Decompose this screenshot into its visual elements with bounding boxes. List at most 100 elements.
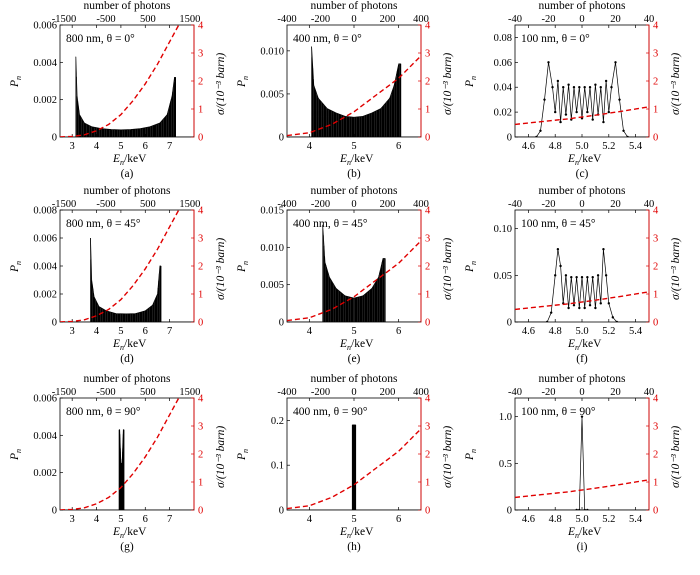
- panel-label: (e): [348, 353, 361, 365]
- y-label-symbol: P: [9, 453, 21, 461]
- probability-spikes: [90, 238, 162, 322]
- panel-label: (f): [576, 353, 588, 365]
- x-tick-label: 5: [118, 326, 123, 337]
- probability-point: [614, 61, 617, 64]
- top-tick-label: 0: [351, 199, 356, 210]
- probability-envelope: [119, 429, 125, 464]
- y-tick-label: 0: [507, 318, 512, 329]
- y-tick-label: 0.002: [33, 468, 57, 479]
- probability-point: [575, 276, 578, 279]
- right-tick-label: 4: [198, 21, 204, 32]
- y-tick-label: 0.004: [33, 58, 57, 69]
- top-tick-label: 400: [413, 199, 429, 210]
- panel-label: (g): [120, 541, 134, 553]
- probability-point: [580, 276, 584, 279]
- top-tick-label: -200: [311, 199, 330, 210]
- top-axis-label: number of photons: [311, 185, 398, 197]
- x-tick-label: 5: [351, 326, 356, 337]
- top-axis-label: number of photons: [539, 373, 626, 385]
- x-tick-label: 6: [396, 141, 401, 152]
- top-tick-label: 1500: [179, 199, 200, 210]
- y-tick-label: 0.008: [33, 206, 57, 217]
- probability-point: [575, 508, 578, 510]
- x-label-symbol: E: [112, 153, 120, 165]
- y-axis-label: Pn: [9, 76, 23, 88]
- y-axis-label: Pn: [464, 449, 478, 461]
- x-label-subscript: n: [575, 158, 579, 167]
- probability-point: [594, 306, 597, 310]
- x-tick-label: 5.2: [602, 141, 615, 152]
- y-axis-label: Pn: [236, 76, 250, 88]
- right-axis-label: σ/(10⁻³ barn): [442, 53, 454, 115]
- y-label-subscript: n: [469, 449, 478, 453]
- y-tick-label: 0: [52, 506, 57, 517]
- panel-annotation: 800 nm, θ = 90°: [66, 406, 141, 418]
- x-tick-label: 5.2: [602, 514, 615, 525]
- top-axis-label: number of photons: [539, 185, 626, 197]
- y-label-symbol: P: [236, 80, 248, 88]
- y-label-subscript: n: [14, 261, 23, 265]
- probability-point: [591, 118, 594, 121]
- right-tick-label: 1: [198, 478, 203, 489]
- probability-point: [562, 86, 565, 89]
- x-tick-label: 5.2: [602, 326, 615, 337]
- probability-point: [564, 113, 568, 116]
- x-label-unit: /keV: [124, 338, 147, 350]
- right-tick-label: 0: [198, 318, 203, 329]
- x-axis-label: En/keV: [339, 526, 374, 540]
- top-tick-label: -40: [508, 14, 522, 25]
- x-tick-label: 5.0: [575, 326, 588, 337]
- y-tick-label: 0.010: [260, 243, 284, 254]
- right-tick-label: 3: [653, 234, 658, 245]
- probability-point: [578, 306, 581, 310]
- top-tick-label: -20: [542, 387, 556, 398]
- x-tick-label: 7: [167, 141, 172, 152]
- sigma-dashed-curve: [515, 106, 649, 126]
- probability-point: [580, 415, 584, 418]
- top-tick-label: 40: [644, 199, 655, 210]
- probability-point: [564, 274, 568, 277]
- probability-point: [610, 86, 613, 89]
- y-tick-label: 0.006: [33, 21, 57, 32]
- probability-point: [539, 129, 542, 132]
- x-label-symbol: E: [112, 338, 120, 350]
- panel-annotation: 100 nm, θ = 0°: [521, 33, 590, 45]
- right-tick-label: 3: [198, 422, 203, 433]
- x-label-subscript: n: [347, 158, 351, 167]
- panel-b: 4 5 6 0 0.005 0.010 0 1 2 3 4 -400 -200 0 200 400 number…: [236, 0, 454, 180]
- x-label-unit: /keV: [579, 153, 602, 165]
- probability-point: [615, 320, 619, 322]
- right-tick-label: 0: [425, 133, 430, 144]
- x-tick-label: 4.8: [549, 514, 562, 525]
- y-label-symbol: P: [236, 453, 248, 461]
- y-tick-label: 0.10: [494, 224, 512, 235]
- panel-a: 3 4 5 6 7 0 0.002 0.004 0.006 0 1 2 3 4 -1500 -500 500 15…: [9, 0, 227, 180]
- right-tick-label: 4: [198, 206, 204, 217]
- probability-point: [556, 248, 560, 251]
- probability-point: [567, 306, 570, 310]
- x-tick-label: 5: [118, 514, 123, 525]
- plot-area: [60, 25, 194, 137]
- x-label-subscript: n: [575, 343, 579, 352]
- top-axis-label: number of photons: [84, 373, 171, 385]
- y-tick-label: 0.06: [494, 58, 512, 69]
- probability-point: [583, 306, 586, 310]
- y-tick-label: 0: [507, 133, 512, 144]
- right-tick-label: 2: [653, 77, 658, 88]
- y-label-subscript: n: [469, 261, 478, 265]
- probability-spikes: [75, 56, 176, 137]
- panel-annotation: 400 nm, θ = 90°: [293, 406, 368, 418]
- panel-d: 3 4 5 6 7 0 0.002 0.004 0.006 0.008 0 1 2 3 4 -1500 -500…: [9, 185, 227, 365]
- x-label-subscript: n: [347, 343, 351, 352]
- top-axis-label: number of photons: [311, 373, 398, 385]
- panel-f: 4.6 4.8 5.0 5.2 5.4 0 0.05 0.10 0 1 2 3 4 -40 -20 0 20 40…: [464, 185, 682, 365]
- panel-annotation: 400 nm, θ = 45°: [293, 218, 368, 230]
- probability-point: [572, 304, 576, 307]
- x-label-symbol: E: [339, 526, 347, 538]
- right-axis-label: σ/(10⁻³ barn): [670, 238, 682, 300]
- top-tick-label: 0: [579, 387, 584, 398]
- y-tick-label: 0.005: [260, 280, 284, 291]
- probability-point: [586, 276, 589, 279]
- right-tick-label: 1: [653, 105, 658, 116]
- x-tick-label: 3: [70, 514, 75, 525]
